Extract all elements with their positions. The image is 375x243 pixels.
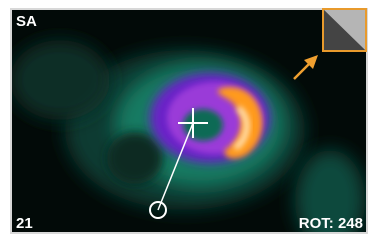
slice-label: 21: [16, 215, 33, 232]
scan-image: [10, 10, 366, 243]
rotation-label: ROT: 248: [299, 215, 363, 232]
page: SA 21 ROT: 248 (() => { const data = JSO…: [0, 0, 375, 243]
view-label: SA: [16, 13, 37, 30]
viewer: SA 21 ROT: 248: [0, 0, 375, 243]
corner-toggle[interactable]: [323, 9, 366, 51]
